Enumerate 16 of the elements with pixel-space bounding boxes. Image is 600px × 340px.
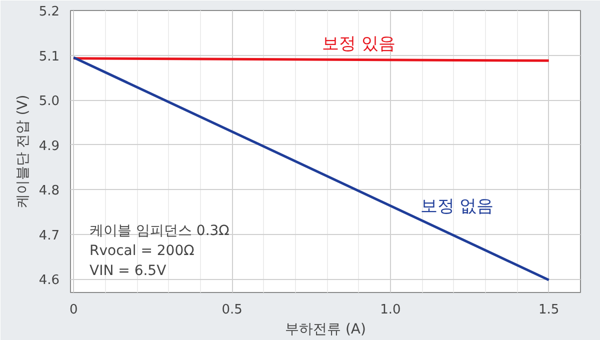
y-tick-label: 5.2 [38,4,60,20]
y-tick-label: 5.1 [38,49,60,64]
y-tick-label: 4.8 [38,184,60,199]
y-tick-label: 4.7 [38,228,60,244]
annotation: 케이블 임피던스 0.3Ω Rvocal = 200Ω VIN = 6.5V [90,223,230,280]
y-axis-title: 케이블단 전압 (V) [14,94,31,208]
x-tick-label: 0 [70,302,78,318]
y-tick-label: 4.9 [38,138,60,154]
series-label: 보정 없음 [420,196,494,217]
series-label: 보정 있음 [322,34,396,54]
y-tick-label: 4.6 [38,273,60,288]
x-tick-label: 1.0 [380,302,401,318]
y-tick-label: 5.0 [38,94,60,110]
x-axis-title: 부하전류 (A) [285,322,366,338]
x-tick-label: 0.5 [222,302,242,318]
x-tick-label: 1.5 [538,302,560,318]
